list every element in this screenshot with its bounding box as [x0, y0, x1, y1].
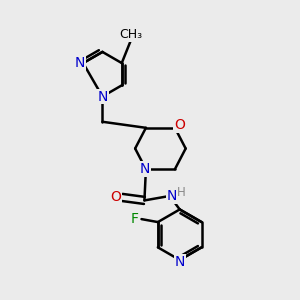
Text: N: N [139, 162, 150, 176]
Text: F: F [131, 212, 139, 226]
Text: N: N [175, 255, 185, 269]
Text: N: N [97, 89, 108, 103]
Text: H: H [177, 186, 185, 199]
Text: CH₃: CH₃ [119, 28, 142, 41]
Text: O: O [110, 190, 121, 204]
Text: N: N [75, 56, 86, 70]
Text: N: N [167, 189, 177, 203]
Text: O: O [174, 118, 185, 132]
